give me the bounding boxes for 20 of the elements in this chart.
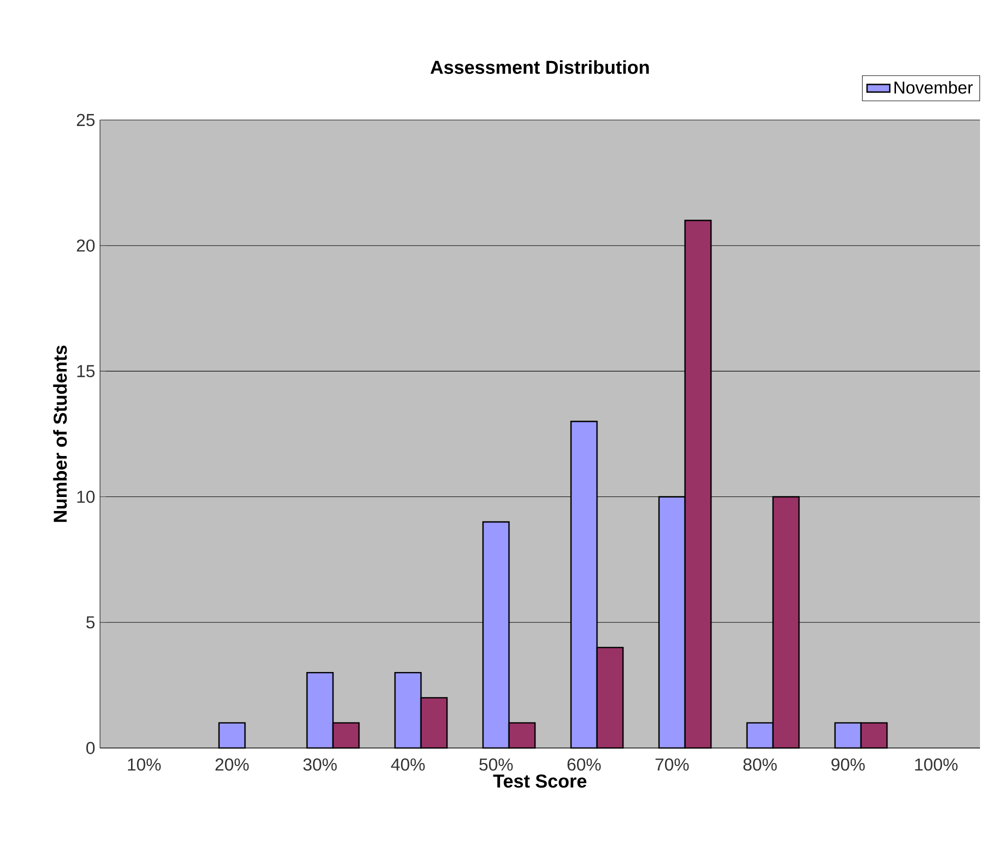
x-tick-label: 10%	[128, 758, 161, 771]
y-tick-label: 10	[77, 490, 95, 503]
x-tick-label: 100%	[915, 758, 958, 771]
y-tick-label: 15	[77, 365, 95, 378]
chart-title: Assessment Distribution	[430, 60, 649, 74]
y-tick-label: 0	[86, 742, 95, 754]
x-tick-label: 40%	[391, 758, 425, 771]
x-tick-label: 80%	[743, 758, 777, 771]
x-tick-label: 90%	[831, 758, 865, 771]
x-tick-label: 20%	[216, 758, 249, 771]
y-tick-label: 20	[76, 239, 95, 252]
x-tick-label: 70%	[656, 758, 689, 771]
x-axis-title: Test Score	[493, 774, 586, 788]
x-tick-label: 30%	[303, 758, 337, 771]
legend-label: November	[894, 80, 973, 94]
y-tick-label: 5	[86, 616, 95, 628]
y-axis-title: Number of Students	[53, 346, 67, 522]
x-tick-label: 50%	[479, 758, 513, 771]
y-tick-label: 25	[76, 114, 95, 126]
x-tick-label: 60%	[568, 758, 601, 771]
